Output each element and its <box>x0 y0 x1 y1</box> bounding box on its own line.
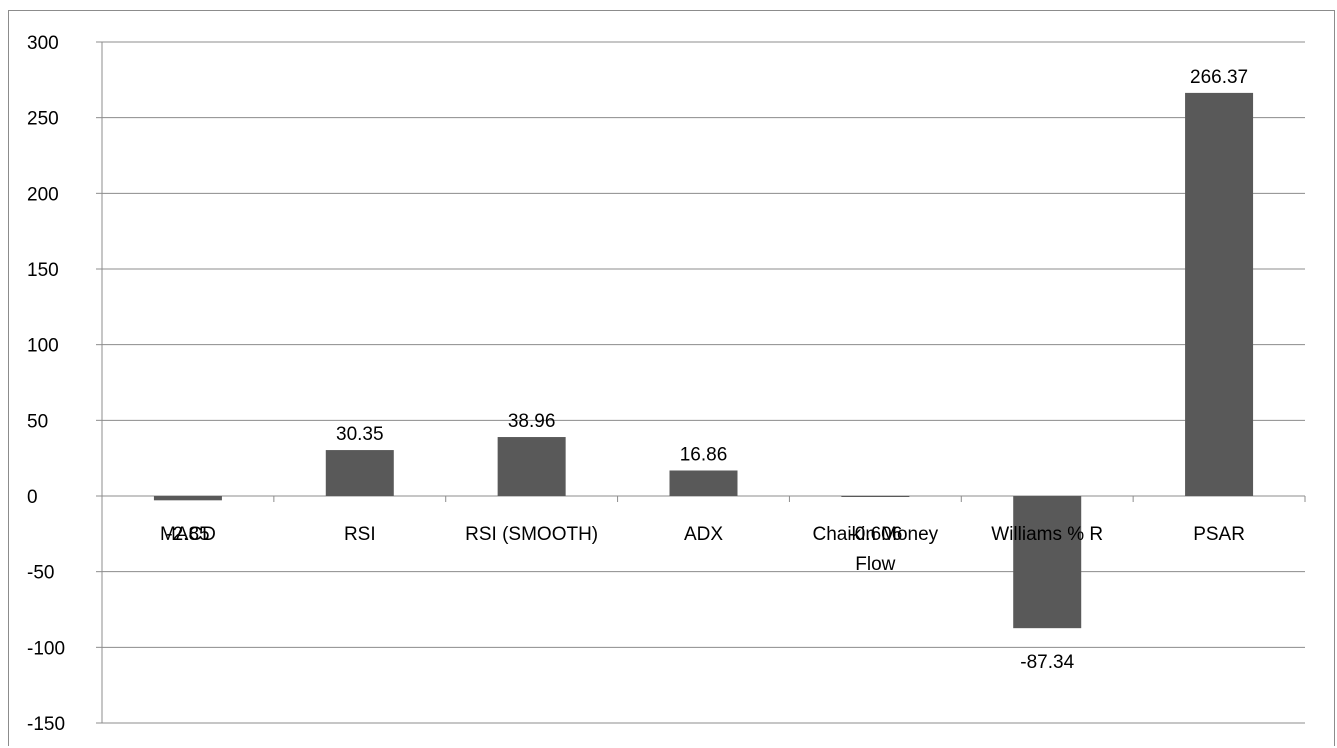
y-tick-label: 0 <box>27 487 38 508</box>
y-tick-label: 250 <box>27 109 59 130</box>
x-tick-label: PSAR <box>1193 524 1245 545</box>
y-tick-label: -50 <box>27 563 54 584</box>
x-tick-label: ADX <box>684 524 723 545</box>
bar <box>1185 92 1254 496</box>
y-tick-label: 200 <box>27 184 59 205</box>
data-label: 16.86 <box>680 444 728 465</box>
data-label: 30.35 <box>336 424 384 445</box>
x-axis: MACD RSI RSI (SMOOTH) ADX Chaikin Money Flow W… <box>101 496 1306 575</box>
bar <box>497 437 566 496</box>
data-label: -87.34 <box>1020 652 1074 673</box>
x-tick-label: RSI <box>344 524 376 545</box>
y-tick-label: -100 <box>27 638 65 659</box>
x-tick-label: Chaikin Money Flow <box>813 524 939 575</box>
data-label: -2.85 <box>166 524 209 545</box>
y-tick-label: 100 <box>27 336 59 357</box>
bar <box>1013 496 1082 629</box>
bar <box>841 496 910 497</box>
data-label: 266.37 <box>1190 67 1248 88</box>
data-label: 38.96 <box>508 411 556 432</box>
bar <box>153 496 222 501</box>
y-tick-label: 50 <box>27 411 48 432</box>
data-label: -0.606 <box>848 524 902 545</box>
y-tick-label: -150 <box>27 714 65 735</box>
bar <box>669 470 738 496</box>
data-labels: -2.85 30.35 38.96 16.86 -0.606 -87.34 266.37 <box>166 67 1248 673</box>
y-tick-label: 300 <box>27 33 59 54</box>
bars <box>153 92 1254 629</box>
chart-area <box>8 10 1335 746</box>
bar <box>325 450 394 496</box>
x-tick-label: MACD <box>160 524 216 545</box>
y-tick-label: 150 <box>27 260 59 281</box>
x-tick-label: RSI (SMOOTH) <box>465 524 598 545</box>
gridlines <box>102 41 1305 724</box>
x-tick-label: Williams % R <box>991 524 1103 545</box>
y-axis: 300 250 200 150 100 50 0 -50 -100 -150 <box>27 33 103 735</box>
